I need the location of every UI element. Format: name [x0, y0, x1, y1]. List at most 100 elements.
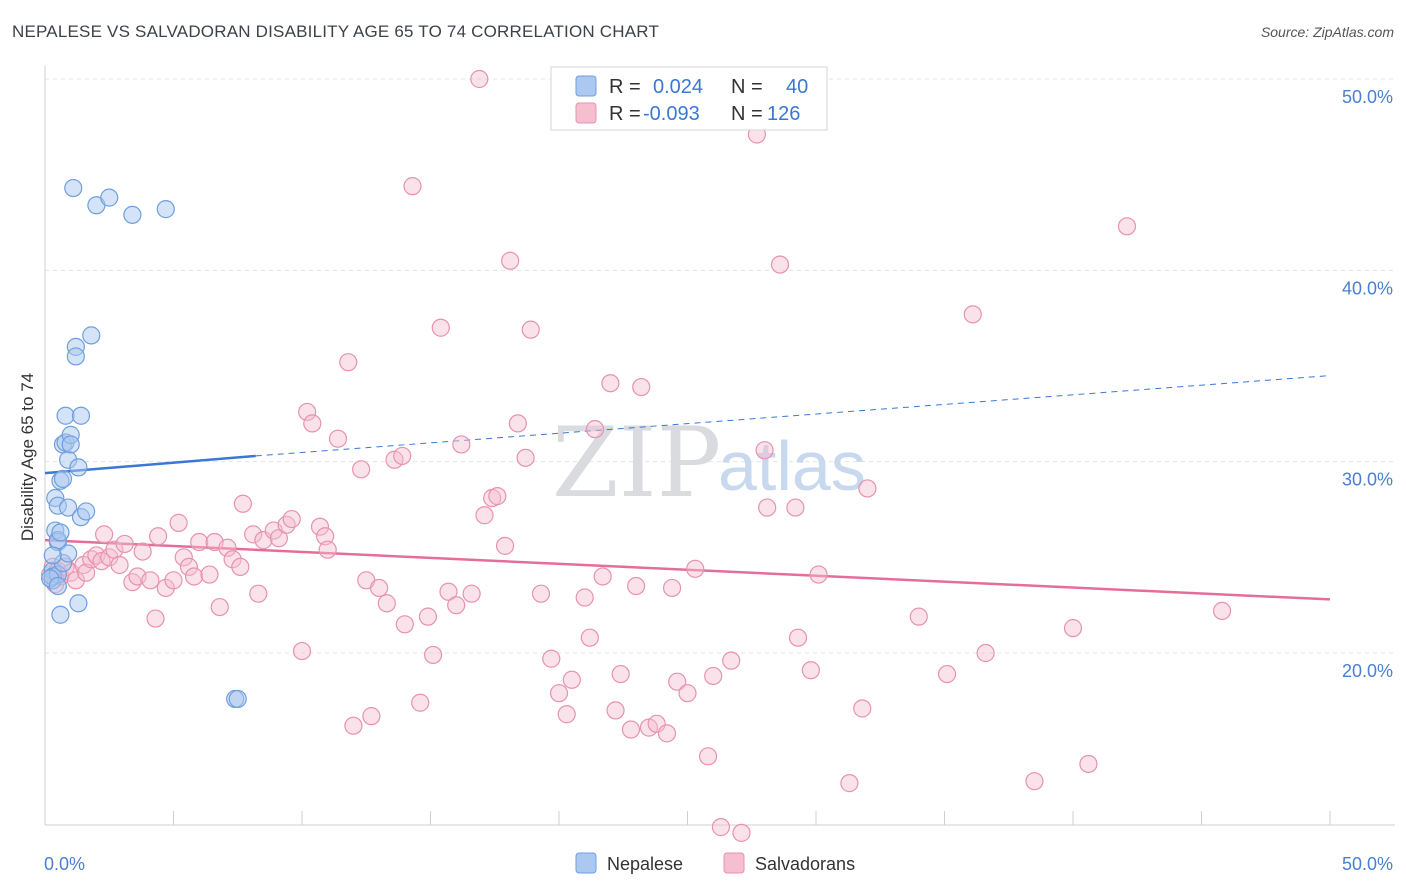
salvadoran-point — [190, 532, 209, 552]
x-tick-labels: 0.0% 50.0% — [44, 854, 1393, 874]
nepalese-point — [228, 689, 247, 709]
nepalese-point — [61, 435, 80, 454]
salvadoran-point — [223, 550, 242, 569]
salvadoran-point — [141, 571, 160, 590]
salvadoran-point — [115, 534, 134, 554]
salvadoran-point — [200, 565, 219, 584]
salvadoran-point — [593, 567, 612, 586]
salvadoran-point — [447, 596, 466, 615]
nepalese-point — [53, 469, 73, 488]
salvadoran-point — [686, 559, 705, 578]
salvadoran-point — [362, 707, 381, 726]
salvadoran-point — [580, 628, 599, 647]
salvadoran-point — [328, 429, 348, 448]
salvadoran-point — [95, 525, 114, 544]
salvadoran-point — [403, 177, 422, 196]
salvadoran-point — [508, 414, 527, 433]
legend-salvadorans-label: Salvadorans — [755, 854, 855, 874]
salvadoran-point — [698, 747, 718, 766]
salvadoran-point — [470, 69, 489, 89]
y-tick-label: 30.0% — [1342, 470, 1393, 490]
nepalese-point — [43, 546, 62, 565]
salvadoran-point — [501, 251, 520, 270]
salvadoran-point — [231, 557, 250, 577]
salvadoran-point — [976, 643, 995, 663]
salvadoran-legend-swatch — [575, 102, 597, 124]
salvadoran-point — [339, 353, 358, 372]
salvadoran-point — [937, 664, 957, 684]
nepalese-point — [156, 200, 175, 219]
salvadoran-point — [1079, 754, 1098, 774]
x-tick-label: 0.0% — [44, 854, 85, 874]
salvadoran-point — [606, 701, 625, 720]
salvadoran-point — [66, 571, 85, 590]
source-label: Source: ZipAtlas.com — [1260, 24, 1394, 40]
salvadoran-point — [662, 578, 682, 598]
nepalese-point — [66, 347, 85, 366]
salvadoran-point — [755, 441, 774, 460]
salvadoran-r-label: R = — [609, 103, 641, 125]
salvadoran-point — [909, 607, 928, 626]
salvadoran-point — [495, 536, 515, 555]
salvadoran-point — [758, 498, 777, 517]
salvadoran-point — [1212, 601, 1232, 621]
salvadoran-point — [282, 509, 301, 529]
nepalese-point — [64, 178, 83, 198]
salvadoran-point — [575, 588, 594, 607]
nepalese-r-value: 0.024 — [653, 76, 703, 98]
salvadoran-point — [601, 374, 620, 393]
salvadoran-point — [395, 615, 414, 634]
salvadoran-point — [585, 420, 605, 439]
salvadoran-point — [788, 628, 808, 647]
salvadoran-point — [722, 651, 741, 670]
salvadoran-point — [626, 576, 646, 596]
salvadoran-point — [786, 498, 805, 517]
legend-series: Nepalese Salvadorans — [575, 852, 855, 874]
watermark-zip: ZIP — [552, 407, 721, 519]
salvadoran-point — [249, 584, 268, 603]
legend-nepalese-label: Nepalese — [607, 854, 683, 874]
nepalese-point — [71, 406, 91, 425]
y-tick-labels: 20.0% 30.0% 40.0% 50.0% — [1342, 87, 1393, 681]
salvadoran-point — [1025, 772, 1044, 791]
salvadoran-point — [678, 684, 697, 703]
y-axis-label: Disability Age 65 to 74 — [18, 373, 37, 541]
salvadoran-point — [423, 645, 443, 665]
salvadoran-point — [110, 555, 129, 575]
nepalese-point — [69, 458, 88, 477]
y-tick-label: 20.0% — [1342, 661, 1393, 681]
salvadoran-point — [179, 557, 199, 577]
salvadoran-point — [853, 699, 872, 718]
nepalese-point — [82, 326, 101, 345]
salvadoran-point — [184, 567, 204, 586]
data-points — [41, 69, 1232, 842]
salvadoran-point — [704, 666, 723, 686]
salvadoran-point — [411, 693, 430, 712]
salvadoran-n-value: 126 — [767, 103, 800, 125]
nepalese-trend-extension — [255, 375, 1331, 457]
salvadoran-point — [452, 435, 471, 454]
salvadoran-point — [549, 684, 569, 703]
watermark-atlas: atlas — [718, 427, 866, 505]
salvadoran-point — [531, 584, 551, 603]
nepalese-point — [123, 205, 142, 224]
salvadoran-point — [1063, 619, 1083, 638]
salvadoran-point — [269, 529, 288, 548]
salvadoran-point — [218, 538, 237, 557]
nepalese-point — [48, 576, 67, 596]
axes — [44, 66, 1395, 826]
salvadoran-point — [298, 402, 317, 422]
salvadoran-point — [668, 672, 687, 691]
salvadoran-point — [1117, 217, 1137, 236]
y-tick-label: 40.0% — [1342, 278, 1393, 298]
salvadoran-point — [516, 448, 535, 467]
nepalese-point — [77, 502, 96, 521]
salvadoran-point — [148, 527, 168, 546]
watermark: ZIP atlas — [552, 407, 866, 519]
salvadoran-point — [542, 649, 561, 668]
nepalese-point — [59, 544, 78, 563]
salvadoran-n-label: N = — [731, 103, 763, 125]
nepalese-point — [100, 188, 119, 207]
salvadoran-point — [318, 540, 337, 559]
